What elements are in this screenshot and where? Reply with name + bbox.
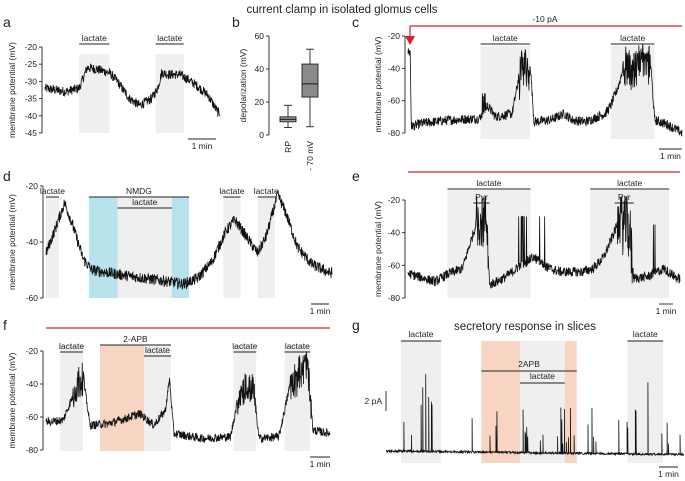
panel-c-label: c: [352, 14, 359, 30]
condition-label: lactate: [476, 178, 501, 188]
shade-lactate: [257, 197, 275, 298]
current-step-arrow: [405, 36, 415, 45]
panel-a-label: a: [3, 14, 11, 30]
panel-g-label: g: [352, 317, 360, 333]
x-category-label: - 70 mV: [305, 141, 315, 171]
trace-line: [407, 43, 683, 137]
time-scale-label: 1 min: [660, 151, 681, 161]
shade-lactate: [480, 46, 530, 139]
condition-label: Pyr: [618, 192, 631, 202]
condition-label: NMDG: [126, 186, 152, 196]
condition-label: lactate: [132, 197, 157, 207]
shade-lactate: [155, 54, 184, 133]
y-tick-label: -40: [25, 111, 38, 121]
y-tick-label: -20: [26, 346, 39, 356]
y-tick-label: -80: [388, 128, 401, 138]
condition-label: Pyr: [475, 192, 488, 202]
time-scale-label: 1 min: [658, 469, 679, 479]
time-scale-label: 1 min: [656, 306, 677, 316]
trace-line: [44, 63, 221, 117]
trace-line: [385, 374, 685, 457]
y-axis-label: depolarization (mV): [238, 48, 248, 122]
y-tick-label: -60: [388, 96, 401, 106]
y-tick-label: 40: [255, 64, 265, 74]
condition-label: lactate: [493, 33, 518, 43]
y-tick-label: -40: [26, 379, 39, 389]
y-axis-label: membrane potential (mV): [7, 352, 17, 448]
panel-b: b 0 20 40 60 depolarization (mV) RP - 70 mV: [232, 14, 319, 171]
shade-lactate: [447, 190, 531, 298]
time-scale-label: 1 min: [310, 459, 331, 469]
y-tick-label: -35: [25, 94, 38, 104]
shade-lactate: [79, 54, 110, 133]
y-tick-label: -80: [388, 293, 401, 303]
current-step-label: -10 pA: [532, 14, 557, 24]
box-body: [301, 63, 319, 98]
y-tick-label: -20: [388, 195, 401, 205]
condition-label: lactate: [59, 341, 84, 351]
y-tick-label: 20: [255, 97, 265, 107]
y-axis-label: membrane potential (mV): [373, 201, 383, 297]
y-axis-label: membrane potential (mV): [7, 194, 17, 290]
condition-label: lactate: [254, 186, 279, 196]
shade-lactate: [143, 345, 171, 451]
time-scale-label: 1 min: [192, 141, 213, 151]
condition-label: lactate: [285, 341, 310, 351]
condition-label: lactate: [40, 186, 65, 196]
condition-label: lactate: [620, 33, 645, 43]
condition-label: lactate: [145, 345, 170, 355]
condition-label: lactate: [157, 33, 182, 43]
panel-b-label: b: [232, 14, 240, 30]
y-tick-label: -20: [25, 42, 38, 52]
time-scale-label: 1 min: [310, 306, 331, 316]
trace-line: [45, 351, 331, 444]
condition-label: lactate: [232, 341, 257, 351]
panel-f-label: f: [3, 317, 7, 333]
condition-label: lactate: [82, 33, 107, 43]
condition-label: lactate: [219, 186, 244, 196]
panel-c: c lactate lactate -20 -40 -60 -80 membrane pote…: [352, 14, 683, 161]
panel-g: g lactate 2APB lactate lactate 2 pA 1 min: [352, 317, 685, 479]
trace-line: [407, 195, 681, 289]
y-tick-label: -40: [26, 237, 39, 247]
y-tick-label: -40: [388, 228, 401, 238]
shade-lactate: [627, 341, 664, 463]
y-axis-label: membrane potential (mV): [373, 36, 383, 132]
y-tick-label: -20: [388, 31, 401, 41]
condition-label: lactate: [633, 329, 658, 339]
panel-a: a lactate lactate -20 -25 -30 -35 -40 -45 membran…: [3, 14, 221, 151]
condition-label: 2-APB: [123, 334, 148, 344]
panel-e-label: e: [352, 168, 360, 184]
shade-lactate: [223, 197, 241, 298]
panel-g-title: secretory response in slices: [454, 321, 596, 333]
x-category-label: RP: [283, 141, 293, 153]
y-tick-label: -40: [388, 63, 401, 73]
condition-label: 2APB: [518, 359, 540, 369]
condition-label: lactate: [408, 329, 433, 339]
y-tick-label: -45: [25, 128, 38, 138]
y-tick-label: -80: [26, 445, 39, 455]
shade-lactate: [46, 197, 59, 298]
trace-line: [45, 190, 333, 291]
y-tick-label: -30: [25, 76, 38, 86]
y-tick-label: -60: [388, 260, 401, 270]
panel-d-label: d: [3, 168, 11, 184]
y-axis-label: membrane potential (mV): [7, 42, 17, 138]
figure-title: current clamp in isolated glomus cells: [246, 4, 437, 16]
y-tick-label: -25: [25, 59, 38, 69]
condition-label: lactate: [530, 371, 555, 381]
y-tick-label: 60: [255, 31, 265, 41]
condition-label: lactate: [617, 178, 642, 188]
amplitude-scale-label: 2 pA: [365, 396, 383, 406]
panel-e: e lactate Pyr lactate Pyr -20 -40 -60 -80 membran…: [352, 168, 681, 316]
y-tick-label: -60: [26, 293, 39, 303]
y-tick-label: 0: [259, 130, 264, 140]
y-tick-label: -20: [26, 181, 39, 191]
y-tick-label: -60: [26, 412, 39, 422]
